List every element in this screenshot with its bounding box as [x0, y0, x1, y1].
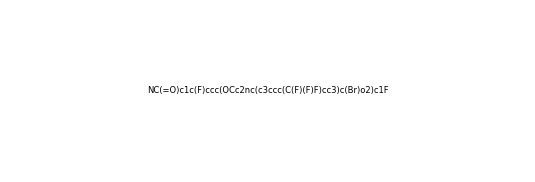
Text: NC(=O)c1c(F)ccc(OCc2nc(c3ccc(C(F)(F)F)cc3)c(Br)o2)c1F: NC(=O)c1c(F)ccc(OCc2nc(c3ccc(C(F)(F)F)cc…	[147, 86, 388, 96]
